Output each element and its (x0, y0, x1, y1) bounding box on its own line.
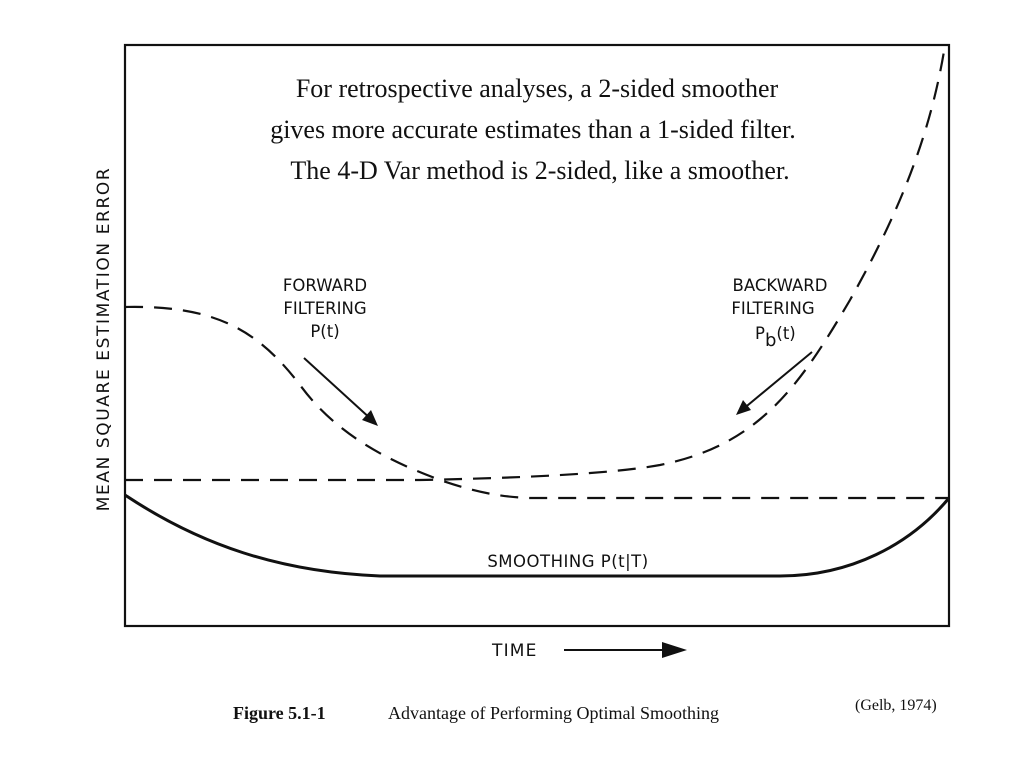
smoothing-label: SMOOTHING P(t|T) (487, 552, 648, 571)
backward-subscript: b (765, 330, 776, 351)
figure-caption: Figure 5.1-1 Advantage of Performing Opti… (233, 703, 719, 723)
backward-symbol: P (755, 324, 765, 343)
y-axis-label: MEAN SQUARE ESTIMATION ERROR (94, 167, 114, 512)
backward-label-line-3: Pb(t) (755, 324, 796, 351)
backward-label-line-2: FILTERING (731, 299, 814, 318)
forward-label-line-1: FORWARD (283, 276, 367, 295)
x-axis-label: TIME (491, 641, 538, 661)
caption-number: Figure 5.1-1 (233, 703, 326, 723)
forward-arrowhead (362, 410, 378, 426)
forward-label-line-3: P(t) (310, 322, 339, 341)
caption-text: Advantage of Performing Optimal Smoothin… (388, 703, 719, 723)
backward-arrowhead (736, 400, 751, 415)
backward-label-line-1: BACKWARD (733, 276, 828, 295)
annotation-line-3: The 4-D Var method is 2-sided, like a sm… (290, 156, 789, 185)
forward-arrow (303, 357, 373, 421)
backward-arg: (t) (776, 324, 795, 343)
smoothing-curve (124, 493, 951, 578)
backward-filtering-curve (125, 44, 947, 482)
forward-filtering-curve (124, 305, 949, 500)
citation: (Gelb, 1974) (855, 697, 937, 714)
backward-arrow (741, 351, 813, 411)
annotation-line-1: For retrospective analyses, a 2-sided sm… (296, 74, 779, 103)
time-arrowhead (662, 642, 687, 658)
annotation-line-2: gives more accurate estimates than a 1-s… (270, 115, 796, 144)
plot-frame (123, 43, 951, 628)
forward-label-line-2: FILTERING (283, 299, 366, 318)
